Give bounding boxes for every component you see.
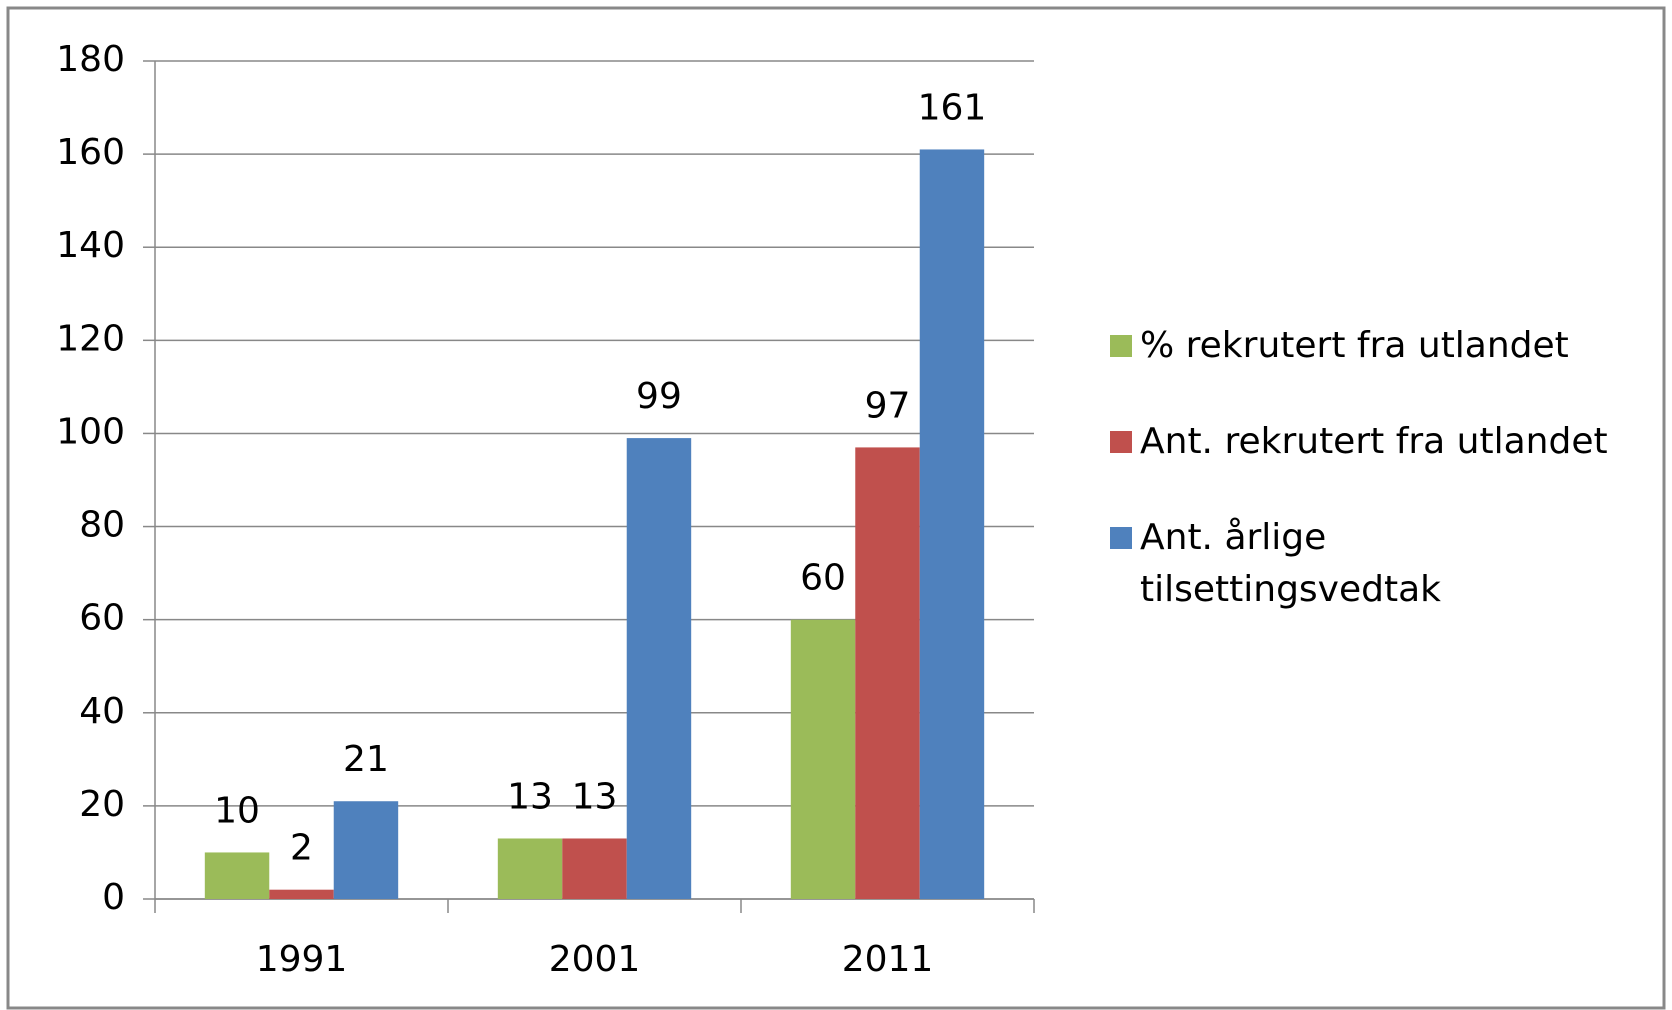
y-tick-label: 140 <box>56 225 125 266</box>
legend-label: % rekrutert fra utlandet <box>1140 325 1569 366</box>
data-label: 10 <box>214 790 260 831</box>
bar <box>855 447 920 899</box>
data-label: 99 <box>636 376 682 417</box>
y-tick-label: 40 <box>79 691 125 732</box>
legend-swatch <box>1110 431 1132 453</box>
data-label: 2 <box>290 828 313 869</box>
bar <box>204 852 270 899</box>
x-tick-label: 1991 <box>256 939 348 980</box>
y-tick-label: 180 <box>56 39 125 80</box>
bar <box>919 149 985 899</box>
data-label: 60 <box>800 558 846 599</box>
legend-label: Ant. årlige tilsettingsvedtak <box>1140 517 1442 610</box>
legend-item: % rekrutert fra utlandet <box>1110 320 1650 372</box>
bar <box>562 838 627 899</box>
x-tick-label: 2001 <box>549 939 641 980</box>
legend-swatch <box>1110 527 1132 549</box>
legend-item: Ant. rekrutert fra utlandet <box>1110 416 1650 468</box>
bar <box>269 889 334 899</box>
y-tick-label: 60 <box>79 598 125 639</box>
y-tick-label: 0 <box>102 877 125 918</box>
bar <box>333 801 399 899</box>
legend-label: Ant. rekrutert fra utlandet <box>1140 421 1608 462</box>
y-tick-label: 160 <box>56 132 125 173</box>
data-label: 21 <box>343 739 389 780</box>
data-label: 13 <box>507 776 553 817</box>
bar <box>790 619 856 899</box>
data-label: 161 <box>918 87 987 128</box>
y-tick-label: 100 <box>56 411 125 452</box>
x-tick-label: 2011 <box>842 939 934 980</box>
legend-swatch <box>1110 335 1132 357</box>
data-label: 13 <box>572 776 618 817</box>
legend-item: Ant. årlige tilsettingsvedtak <box>1110 512 1650 616</box>
bar <box>497 838 563 899</box>
y-tick-label: 20 <box>79 784 125 825</box>
data-label: 97 <box>865 385 911 426</box>
bar <box>626 438 692 899</box>
y-tick-label: 120 <box>56 318 125 359</box>
legend: % rekrutert fra utlandet Ant. rekrutert f… <box>1110 320 1650 660</box>
y-tick-label: 80 <box>79 505 125 546</box>
